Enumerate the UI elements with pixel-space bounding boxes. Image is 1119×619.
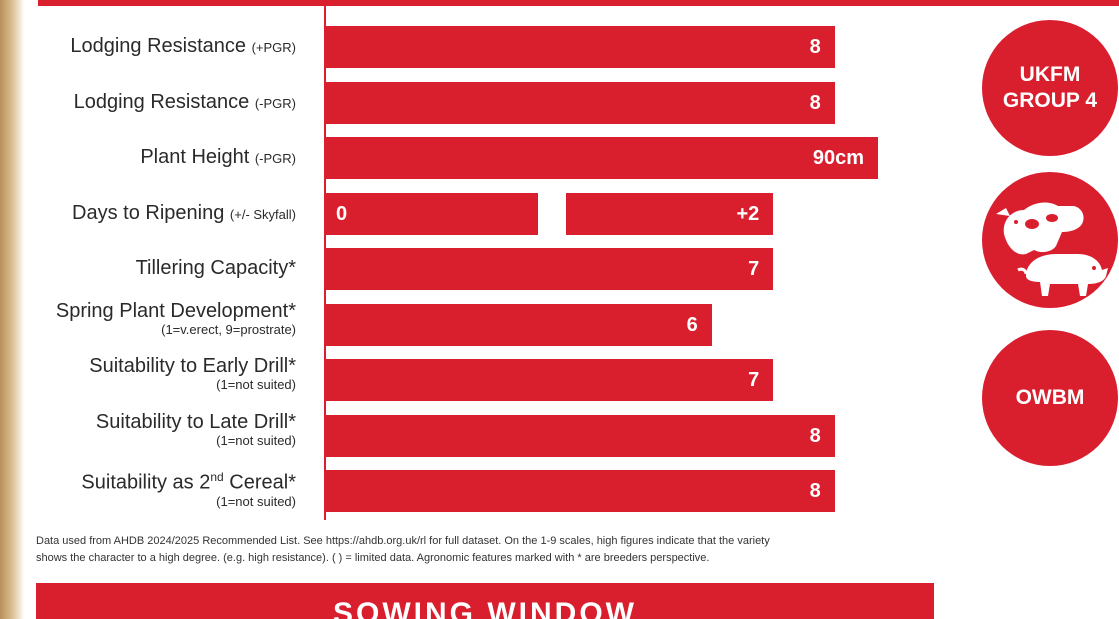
row-label-note: (1=not suited) [216,432,296,448]
bar-spring-plant-development: 6 [326,303,712,346]
owbm-text: OWBM [1015,386,1085,409]
row-label-text: Suitability as 2nd Cereal* [81,470,296,494]
row-label-text: Suitability to Early Drill* [89,355,296,377]
ukfm-group-badge: UKFM GROUP 4 [982,20,1118,156]
background-edge [0,0,24,619]
ordinal-suffix: nd [210,470,224,484]
row-label-qualifier: (+/- Skyfall) [229,206,296,222]
ukfm-group-text: UKFM GROUP 4 [1002,63,1098,112]
row-label-qualifier: (-PGR) [254,151,296,166]
row-label-text: Plant Height (-PGR) [140,146,296,168]
row-label-lodging-resistance: Lodging Resistance (-PGR) [20,91,296,115]
bar-lodging-resistance: 8 [326,26,835,68]
row-label-qualifier: (-PGR) [254,95,296,111]
row-label-suitability-to-early-drill: Suitability to Early Drill* (1=not suited… [20,355,296,393]
footnote-line-2: shows the character to a high degree. (e… [36,552,710,564]
bar-plant-height: 90cm [326,137,878,179]
bar-suitability-to-late-drill: 8 [326,414,835,457]
bar-gap [538,192,566,235]
cow-and-pig-icon [982,172,1118,308]
row-label-note: (1=not suited) [216,377,296,392]
livestock-illustration [996,202,1108,296]
row-label-tillering-capacity: Tillering Capacity* [20,257,296,279]
row-label-spring-plant-development: Spring Plant Development* (1=v.erect, 9=p… [20,300,296,338]
footnote-line-1: Data used from AHDB 2024/2025 Recommende… [36,535,770,547]
row-label-suitability-to-late-drill: Suitability to Late Drill* (1=not suited) [20,411,296,449]
row-label-days-to-ripening: Days to Ripening (+/- Skyfall) [20,202,296,226]
sowing-window-banner: SOWING WINDOW [36,583,934,619]
row-label-note: (1=not suited) [216,493,296,509]
bar-suitability-to-early-drill: 7 [326,359,774,401]
data-source-footnote: Data used from AHDB 2024/2025 Recommende… [36,533,946,567]
bar-suitability-as-2nd-cereal: 8 [326,470,835,512]
row-label-text: Tillering Capacity* [135,257,296,279]
row-label-note: (1=v.erect, 9=prostrate) [161,321,296,337]
row-label-text: Lodging Resistance (+PGR) [70,35,296,57]
row-label-text: Spring Plant Development* [55,299,296,322]
bar-lodging-resistance: 8 [326,81,835,124]
row-label-lodging-resistance: Lodging Resistance (+PGR) [20,35,296,59]
row-label-plant-height: Plant Height (-PGR) [20,146,296,170]
row-label-suitability-as-2nd-cereal: Suitability as 2nd Cereal* (1=not suited) [20,466,296,510]
bar-reference-days-to-ripening: 0 [326,192,538,235]
owbm-badge: OWBM [982,330,1118,466]
bar-tillering-capacity: 7 [326,248,774,290]
chart-axis-line [324,0,326,520]
row-label-text: Suitability to Late Drill* [95,410,296,433]
sowing-window-title: SOWING WINDOW [333,597,637,619]
header-bar [38,0,1119,6]
bar-days-to-ripening: +2 [566,192,774,235]
row-label-qualifier: (+PGR) [251,40,296,55]
row-label-text: Days to Ripening (+/- Skyfall) [72,201,296,224]
row-label-text: Lodging Resistance (-PGR) [73,90,296,113]
